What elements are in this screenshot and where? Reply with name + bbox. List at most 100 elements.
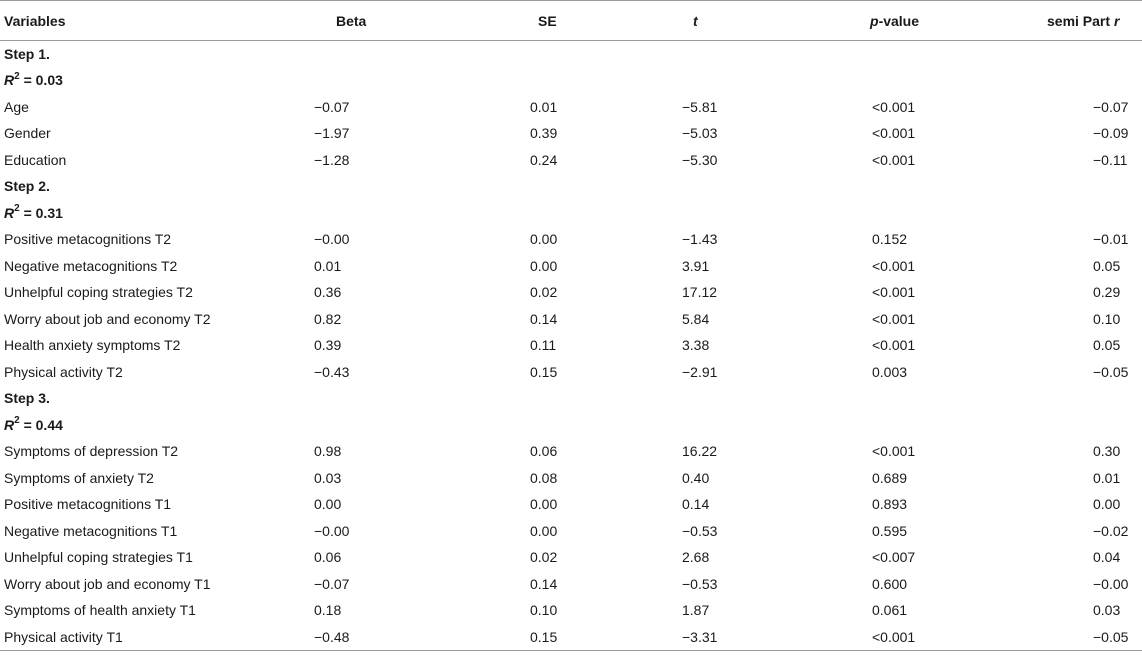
r-squared-letter: R bbox=[4, 416, 15, 433]
se-cell: 0.15 bbox=[530, 363, 558, 380]
t-cell: 3.38 bbox=[682, 337, 710, 354]
p-value-cell: <0.001 bbox=[872, 151, 916, 168]
beta-cell: −0.48 bbox=[300, 623, 416, 651]
se-cell: 0.02 bbox=[530, 549, 558, 566]
t-cell: −5.81 bbox=[682, 98, 718, 115]
se-cell: 0.00 bbox=[530, 496, 558, 513]
variable-cell: Health anxiety symptoms T2 bbox=[4, 337, 181, 354]
table-row: Health anxiety symptoms T2 0.39 0.11 3.38 <0… bbox=[0, 332, 1142, 359]
semi-part-r-cell: 0.03 bbox=[1093, 602, 1121, 619]
table-row: Unhelpful coping strategies T2 0.36 0.02 17… bbox=[0, 279, 1142, 306]
r-squared-exponent: 2 bbox=[14, 70, 20, 82]
table-row: Symptoms of anxiety T2 0.03 0.08 0.40 0.689 0… bbox=[0, 465, 1142, 492]
table-row: Positive metacognitions T1 0.00 0.00 0.14 0.… bbox=[0, 491, 1142, 518]
p-value-cell: <0.001 bbox=[872, 98, 916, 115]
regression-table: Variables Beta SE t p-value semi Part r … bbox=[0, 0, 1142, 651]
step-row: Step 2. bbox=[0, 173, 1142, 200]
se-cell: 0.01 bbox=[530, 98, 558, 115]
semi-part-r-cell: −0.01 bbox=[1093, 231, 1129, 248]
variable-cell: Negative metacognitions T1 bbox=[4, 522, 178, 539]
variable-cell: Positive metacognitions T1 bbox=[4, 496, 172, 513]
r-squared-value: = 0.03 bbox=[19, 72, 63, 89]
beta-cell: 0.00 bbox=[314, 496, 342, 513]
r-squared-value: = 0.44 bbox=[19, 416, 63, 433]
table-row: Positive metacognitions T2 −0.00 0.00 −1.43… bbox=[0, 226, 1142, 253]
table-row: Age −0.07 0.01 −5.81 <0.001 −0.07 bbox=[0, 94, 1142, 121]
r-squared-letter: R bbox=[4, 204, 15, 221]
semi-part-r-cell: 0.05 bbox=[1093, 257, 1121, 274]
semi-part-r-cell: 0.10 bbox=[1093, 310, 1121, 327]
beta-cell: −0.07 bbox=[314, 98, 350, 115]
r-squared-exponent: 2 bbox=[14, 415, 20, 427]
variable-cell: Negative metacognitions T2 bbox=[4, 257, 178, 274]
variable-cell: Physical activity T1 bbox=[0, 623, 300, 651]
t-cell: 1.87 bbox=[682, 602, 710, 619]
variable-cell: Symptoms of health anxiety T1 bbox=[4, 602, 196, 619]
r-squared-value: = 0.31 bbox=[19, 204, 63, 221]
p-value-cell: 0.689 bbox=[872, 469, 908, 486]
t-cell: 3.91 bbox=[682, 257, 710, 274]
se-cell: 0.24 bbox=[530, 151, 558, 168]
p-value-cell: 0.595 bbox=[872, 522, 908, 539]
step-row: Step 1. bbox=[0, 41, 1142, 68]
header-se: SE bbox=[416, 0, 586, 41]
beta-cell: −0.07 bbox=[314, 575, 350, 592]
t-cell: −0.53 bbox=[682, 575, 718, 592]
semi-part-r-cell: 0.30 bbox=[1093, 443, 1121, 460]
step-label: Step 1. bbox=[4, 46, 50, 62]
t-cell: −3.31 bbox=[586, 623, 750, 651]
header-row: Variables Beta SE t p-value semi Part r bbox=[0, 0, 1142, 41]
semi-part-r-cell: 0.04 bbox=[1093, 549, 1121, 566]
t-cell: 2.68 bbox=[682, 549, 710, 566]
beta-cell: 0.18 bbox=[314, 602, 342, 619]
table-row: Negative metacognitions T2 0.01 0.00 3.91 <0… bbox=[0, 253, 1142, 280]
r-squared-exponent: 2 bbox=[14, 203, 20, 215]
se-cell: 0.14 bbox=[530, 310, 558, 327]
variable-cell: Positive metacognitions T2 bbox=[4, 231, 172, 248]
se-cell: 0.08 bbox=[530, 469, 558, 486]
header-semi-part-r: semi Part r bbox=[955, 0, 1142, 41]
beta-cell: 0.03 bbox=[314, 469, 342, 486]
variable-cell: Age bbox=[4, 98, 29, 115]
beta-cell: −1.28 bbox=[314, 151, 350, 168]
table-row: Education −1.28 0.24 −5.30 <0.001 −0.11 bbox=[0, 147, 1142, 174]
table-row: Symptoms of health anxiety T1 0.18 0.10 1.8… bbox=[0, 597, 1142, 624]
t-cell: −5.03 bbox=[682, 125, 718, 142]
t-cell: 17.12 bbox=[682, 284, 718, 301]
table-row: Gender −1.97 0.39 −5.03 <0.001 −0.09 bbox=[0, 120, 1142, 147]
beta-cell: −0.00 bbox=[314, 231, 350, 248]
t-cell: 5.84 bbox=[682, 310, 710, 327]
header-variables: Variables bbox=[0, 0, 300, 41]
variable-cell: Education bbox=[4, 151, 67, 168]
semi-part-r-cell: 0.00 bbox=[1093, 496, 1121, 513]
semi-part-r-cell: −0.09 bbox=[1093, 125, 1129, 142]
variable-cell: Worry about job and economy T1 bbox=[4, 575, 211, 592]
beta-cell: −1.97 bbox=[314, 125, 350, 142]
semi-part-r-cell: 0.01 bbox=[1093, 469, 1121, 486]
p-value-cell: 0.152 bbox=[872, 231, 908, 248]
beta-cell: 0.39 bbox=[314, 337, 342, 354]
table-row: Worry about job and economy T1 −0.07 0.14 −… bbox=[0, 571, 1142, 598]
table-row: Physical activity T2 −0.43 0.15 −2.91 0.003 −… bbox=[0, 359, 1142, 386]
p-value-cell: 0.893 bbox=[872, 496, 908, 513]
se-cell: 0.11 bbox=[530, 337, 557, 354]
table-row: Negative metacognitions T1 −0.00 0.00 −0.53… bbox=[0, 518, 1142, 545]
step-label: Step 3. bbox=[4, 390, 50, 407]
header-semi-r: r bbox=[1113, 12, 1120, 29]
table-row: Worry about job and economy T2 0.82 0.14 5.… bbox=[0, 306, 1142, 333]
p-value-cell: <0.001 bbox=[872, 310, 916, 327]
step-row: Step 3. bbox=[0, 385, 1142, 412]
r-squared-row: R2 = 0.44 bbox=[0, 412, 1142, 439]
r-squared-label: R2 = 0.44 bbox=[0, 412, 1142, 439]
p-value-cell: <0.001 bbox=[750, 623, 955, 651]
t-cell: −2.91 bbox=[682, 363, 718, 380]
semi-part-r-cell: −0.07 bbox=[1093, 98, 1129, 115]
t-cell: −5.30 bbox=[682, 151, 718, 168]
p-value-cell: <0.001 bbox=[872, 257, 916, 274]
variable-cell: Symptoms of depression T2 bbox=[4, 443, 179, 460]
r-squared-label: R2 = 0.03 bbox=[0, 67, 1142, 94]
t-cell: 16.22 bbox=[682, 443, 718, 460]
t-cell: −1.43 bbox=[682, 231, 718, 248]
beta-cell: 0.98 bbox=[314, 443, 342, 460]
p-value-cell: <0.001 bbox=[872, 337, 916, 354]
